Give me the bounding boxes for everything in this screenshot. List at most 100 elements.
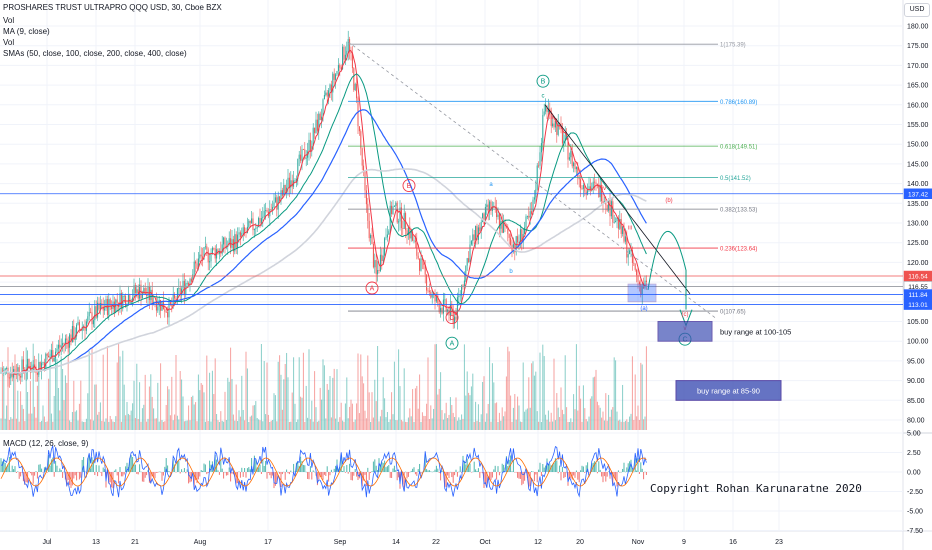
volume-bar [636, 416, 638, 430]
volume-bar [448, 414, 450, 430]
candle-body [539, 152, 541, 166]
macd-histogram-bar [234, 472, 236, 477]
volume-bar [87, 393, 89, 430]
volume-bar [101, 420, 103, 430]
downtrend-line [544, 104, 691, 295]
candle-body [500, 221, 502, 229]
candle-body [633, 262, 635, 264]
macd-histogram-bar [452, 472, 454, 483]
candle-body [395, 202, 397, 206]
macd-histogram-bar [622, 468, 624, 472]
macd-histogram-bar [276, 472, 278, 484]
macd-histogram-bar [449, 471, 451, 473]
macd-histogram-bar [270, 472, 272, 479]
macd-histogram-bar [78, 472, 80, 480]
macd-histogram-bar [81, 459, 83, 472]
macd-histogram-bar [570, 472, 572, 479]
volume-bar [409, 408, 411, 430]
symbol-title[interactable]: PROSHARES TRUST ULTRAPRO QQQ USD, 30, Cb… [3, 3, 222, 12]
macd-histogram-bar [571, 472, 573, 480]
macd-histogram-bar [634, 458, 636, 472]
candle-body [162, 301, 164, 310]
macd-histogram-bar [539, 462, 541, 472]
price-tick-label: 180.00 [907, 24, 929, 31]
volume-bar [305, 385, 307, 430]
volume-bar [318, 420, 320, 430]
candle-body [305, 157, 307, 159]
price-tick-label: 140.00 [907, 181, 929, 188]
candle-body [402, 228, 404, 229]
volume-bar [263, 361, 265, 430]
volume-bar [501, 407, 503, 430]
macd-histogram-bar [533, 472, 535, 482]
macd-histogram-bar [7, 464, 9, 472]
macd-histogram-bar [419, 463, 421, 472]
volume-bar [623, 421, 625, 430]
macd-histogram-bar [517, 472, 519, 478]
candle-body [304, 149, 306, 159]
volume-bar [433, 408, 435, 430]
volume-bar [84, 421, 86, 430]
smas-indicator-label[interactable]: SMAs (50, close, 100, close, 200, close,… [3, 49, 187, 58]
volume-bar [286, 352, 288, 430]
macd-histogram-bar [519, 472, 521, 479]
candle-body [526, 215, 528, 217]
candle-body [188, 283, 190, 285]
ma-indicator-label[interactable]: MA (9, close) [3, 27, 50, 36]
vol2-indicator-label[interactable]: Vol [3, 38, 15, 47]
macd-histogram-bar [231, 472, 233, 474]
currency-badge[interactable]: USD [904, 3, 930, 17]
macd-histogram-bar [119, 467, 121, 472]
candle-body [503, 222, 505, 233]
macd-histogram-bar [514, 472, 516, 473]
candle-body [182, 280, 184, 289]
volume-bar [108, 421, 110, 430]
candle-body [136, 289, 138, 293]
candle-body [455, 316, 457, 320]
volume-bar [167, 386, 169, 430]
price-tick-label: 135.00 [907, 201, 929, 208]
volume-bar [237, 421, 239, 430]
volume-bar [435, 344, 437, 430]
volume-bar [269, 421, 271, 430]
volume-bar [400, 419, 402, 430]
macd-histogram-bar [214, 454, 216, 472]
candle-body [375, 260, 377, 275]
volume-bar [249, 416, 251, 430]
volume-bar [52, 421, 54, 430]
macd-histogram-bar [413, 467, 415, 472]
macd-histogram-bar [122, 472, 124, 477]
macd-histogram-bar [329, 472, 331, 476]
candle-body [263, 210, 265, 217]
macd-indicator-label[interactable]: MACD (12, 26, close, 9) [3, 439, 89, 448]
vol-indicator-label[interactable]: Vol [3, 16, 15, 25]
candle-body [629, 250, 631, 255]
volume-bar [246, 368, 248, 430]
candle-body [291, 180, 293, 187]
candle-body [6, 368, 8, 369]
macd-histogram-bar [427, 470, 429, 472]
candle-body [498, 214, 500, 229]
candle-body [382, 255, 384, 261]
wave-label-circle [365, 281, 379, 295]
candle-body [353, 68, 355, 91]
candle-body [155, 302, 157, 311]
volume-bar [566, 407, 568, 430]
macd-histogram-bar [46, 472, 48, 473]
candle-body [122, 295, 124, 309]
macd-histogram-bar [438, 472, 440, 473]
volume-bar [252, 405, 254, 430]
ma9-line [0, 49, 647, 375]
volume-bar [281, 409, 283, 430]
macd-histogram-bar [15, 472, 17, 474]
candle-body [487, 204, 489, 211]
volume-bar [316, 421, 318, 430]
price-tag-label: 116.54 [908, 274, 928, 281]
time-axis-label: Jul [43, 539, 52, 546]
volume-bar [291, 392, 293, 430]
macd-histogram-bar [109, 472, 111, 483]
candle-body [183, 280, 185, 295]
candle-body [90, 311, 92, 313]
candle-body [57, 344, 59, 349]
